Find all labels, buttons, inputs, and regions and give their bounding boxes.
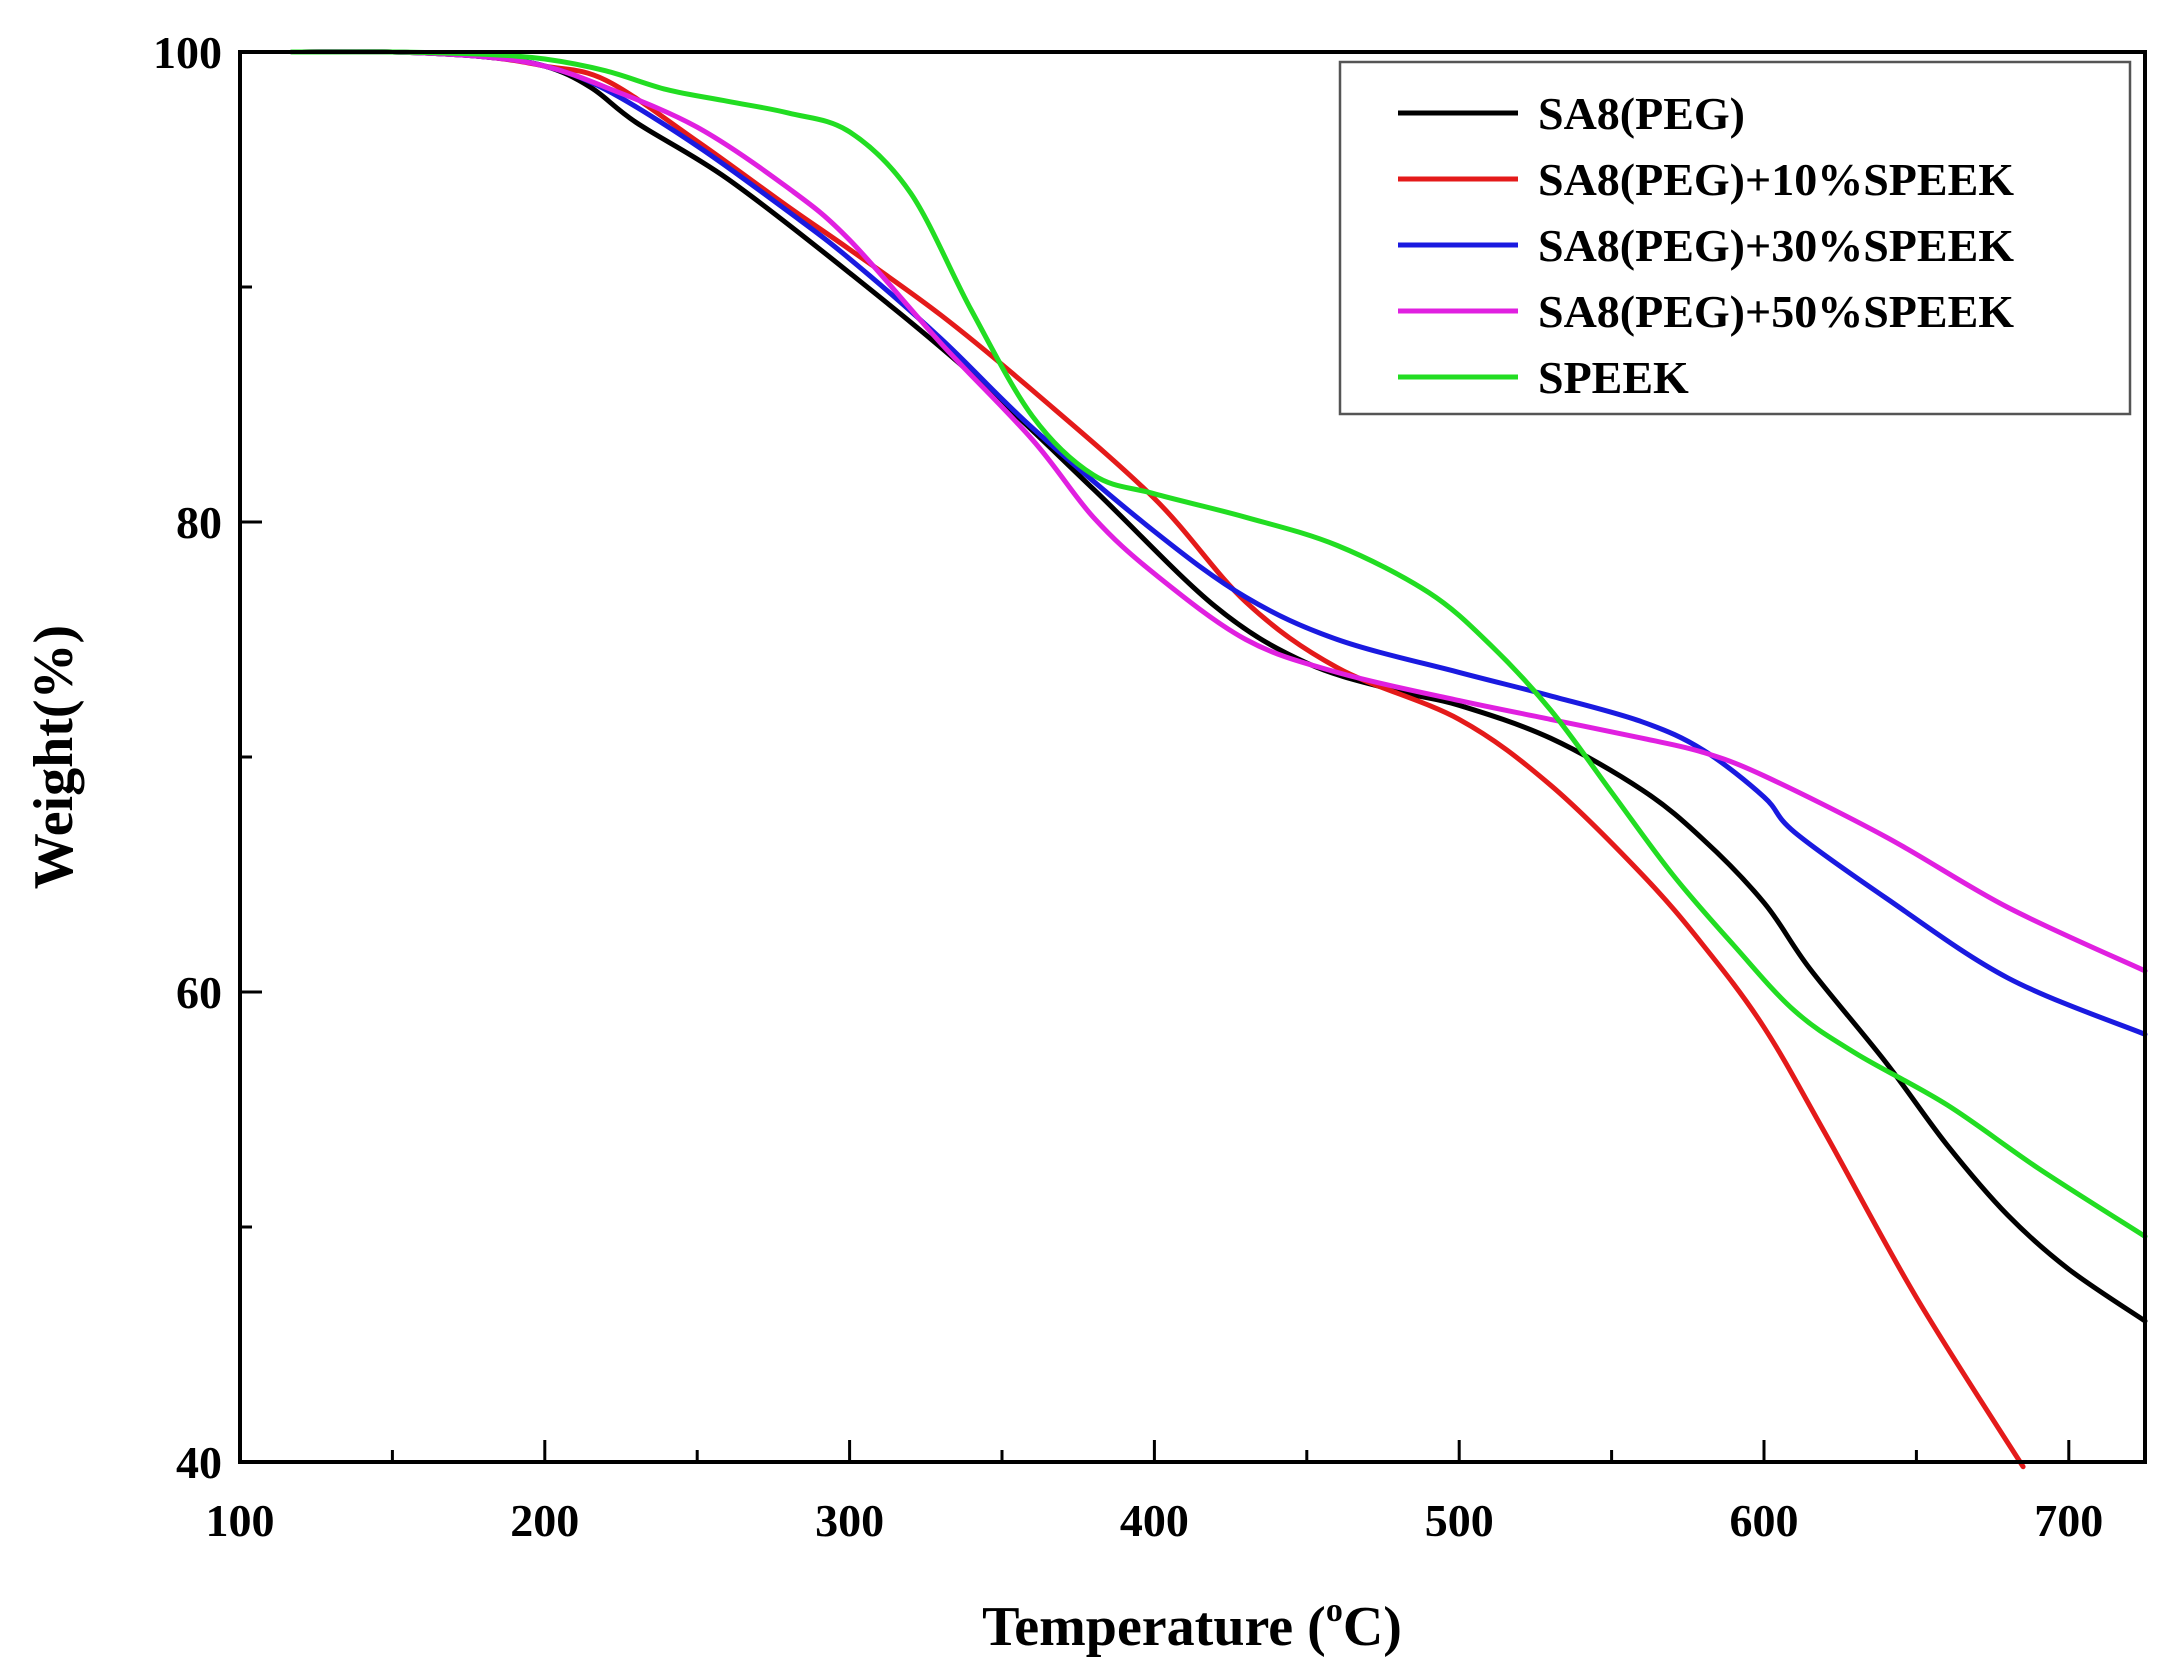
x-tick-label: 600 bbox=[1730, 1495, 1799, 1546]
series-line-1 bbox=[289, 49, 2026, 1470]
x-tick-label: 300 bbox=[815, 1495, 884, 1546]
legend-label: SA8(PEG)+10%SPEEK bbox=[1538, 154, 2014, 205]
x-tick-labels: 100 200 300 400 500 600 700 bbox=[206, 1495, 2104, 1546]
x-axis-title-main: Temperature ( bbox=[982, 1596, 1326, 1658]
plot-frame bbox=[238, 50, 2147, 1464]
y-tick-labels: 40 60 80 100 bbox=[153, 27, 222, 1488]
x-tick-label: 400 bbox=[1120, 1495, 1189, 1546]
legend-label: SA8(PEG)+30%SPEEK bbox=[1538, 220, 2014, 271]
y-tick-label: 100 bbox=[153, 27, 222, 78]
y-tick-label: 80 bbox=[176, 497, 222, 548]
x-axis-title-sup: o bbox=[1326, 1592, 1343, 1629]
legend-label: SA8(PEG)+50%SPEEK bbox=[1538, 286, 2014, 337]
series-line-4 bbox=[289, 49, 2148, 1239]
legend-label: SA8(PEG) bbox=[1538, 88, 1745, 139]
x-tick-label: 500 bbox=[1425, 1495, 1494, 1546]
series-line-3 bbox=[289, 49, 2148, 974]
x-tick-label: 700 bbox=[2034, 1495, 2103, 1546]
legend-label: SPEEK bbox=[1538, 352, 1689, 403]
legend-box bbox=[1338, 60, 2132, 416]
y-axis-title: Weight(%) bbox=[23, 625, 85, 889]
legend: SA8(PEG) SA8(PEG)+10%SPEEK SA8(PEG)+30%SPE… bbox=[1338, 60, 2132, 416]
series-lines bbox=[289, 49, 2148, 1470]
x-tick-label: 200 bbox=[510, 1495, 579, 1546]
x-tick-label: 100 bbox=[206, 1495, 275, 1546]
x-axis-title-end: C) bbox=[1343, 1596, 1402, 1658]
y-tick-label: 40 bbox=[176, 1437, 222, 1488]
y-tick-label: 60 bbox=[176, 967, 222, 1018]
x-axis-title: Temperature (oC) bbox=[982, 1592, 1402, 1658]
